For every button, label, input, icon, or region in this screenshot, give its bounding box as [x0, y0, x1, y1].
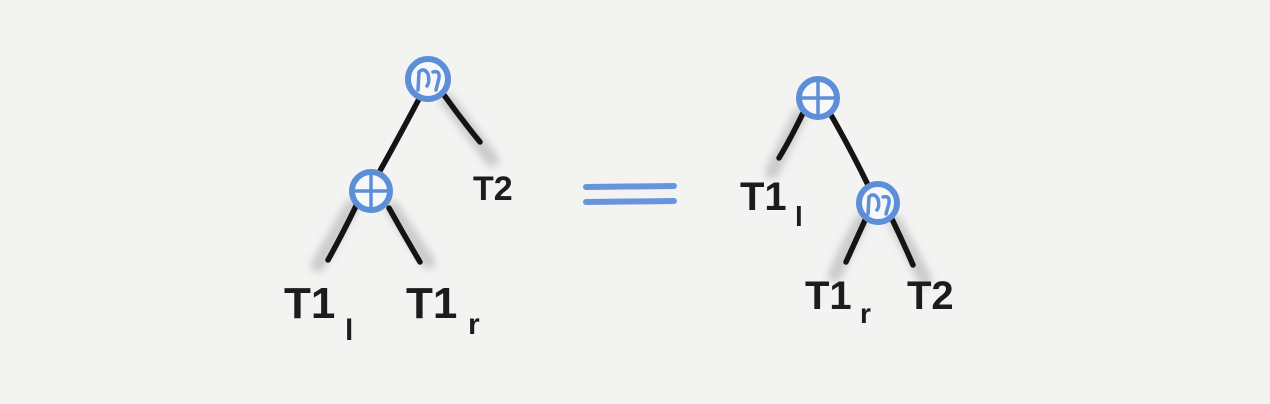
plus-node-icon — [796, 76, 840, 120]
left-tree: T2 T1 l T1 r — [284, 56, 513, 347]
right-leaf-t1l-sub: l — [795, 201, 803, 232]
right-edge-plus-t1l — [776, 110, 806, 161]
left-leaf-t1r-main: T1 — [406, 279, 457, 328]
right-leaf-t2: T2 — [907, 274, 954, 318]
left-edge-plus-t1r — [386, 205, 423, 265]
right-edge-join-t2 — [889, 216, 916, 268]
left-leaf-t1l-sub: l — [345, 314, 353, 347]
left-leaf-t2: T2 — [473, 170, 513, 208]
join-node-icon — [856, 181, 900, 225]
left-edge-root-t2 — [441, 92, 483, 145]
right-leaf-t1r-main: T1 — [805, 274, 852, 318]
left-shadow-plus-t1l — [311, 199, 359, 272]
right-shadow-join-t1r — [828, 213, 869, 282]
right-edge-plus-join — [828, 112, 871, 188]
left-leaf-t1l-main: T1 — [284, 279, 335, 328]
equals-icon — [583, 183, 677, 205]
right-leaf-t1r-sub: r — [860, 298, 871, 329]
right-tree: T1 l T1 r T2 — [740, 76, 954, 329]
left-edge-root-plus — [373, 94, 423, 181]
right-leaf-t1l-main: T1 — [740, 175, 787, 219]
left-edge-plus-t1l — [325, 203, 359, 263]
plus-node-icon — [349, 169, 393, 213]
left-shadow-plus-t1r — [385, 201, 435, 269]
right-edge-join-t1r — [843, 215, 869, 265]
join-node-icon — [405, 56, 451, 102]
left-leaf-t1r-sub: r — [468, 308, 480, 341]
